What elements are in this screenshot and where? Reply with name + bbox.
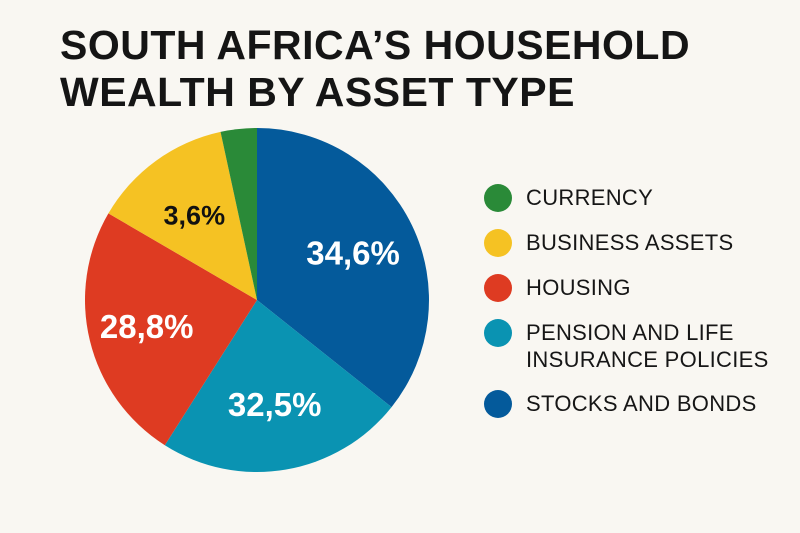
legend-label: BUSINESS ASSETS bbox=[526, 229, 733, 256]
slice-data-label: 28,8% bbox=[100, 308, 194, 345]
legend-label: HOUSING bbox=[526, 274, 631, 301]
legend-label-line: HOUSING bbox=[526, 275, 631, 300]
chart-title-line-2: WEALTH BY ASSET TYPE bbox=[60, 69, 575, 115]
slice-data-label: 34,6% bbox=[306, 235, 400, 272]
pie-slice-stocks-and-bonds bbox=[257, 128, 430, 408]
slice-data-label: 32,5% bbox=[228, 386, 322, 423]
legend-label-line: CURRENCY bbox=[526, 185, 654, 210]
legend-swatch-icon bbox=[484, 274, 512, 302]
legend-label: STOCKS AND BONDS bbox=[526, 390, 757, 417]
legend-label-line: INSURANCE POLICIES bbox=[526, 347, 769, 372]
legend-item: CURRENCY bbox=[484, 184, 769, 212]
legend-item: HOUSING bbox=[484, 274, 769, 302]
legend-label: PENSION AND LIFE INSURANCE POLICIES bbox=[526, 319, 769, 373]
chart-title-line-1: SOUTH AFRICA’S HOUSEHOLD bbox=[60, 22, 691, 68]
legend-item: BUSINESS ASSETS bbox=[484, 229, 769, 257]
chart-title: SOUTH AFRICA’S HOUSEHOLD WEALTH BY ASSET… bbox=[60, 22, 700, 116]
legend-swatch-icon bbox=[484, 229, 512, 257]
legend-item: PENSION AND LIFE INSURANCE POLICIES bbox=[484, 319, 769, 373]
legend-swatch-icon bbox=[484, 390, 512, 418]
legend-swatch-icon bbox=[484, 319, 512, 347]
pie-slice-currency bbox=[220, 128, 257, 300]
pie-slice-housing bbox=[85, 213, 257, 446]
legend: CURRENCY BUSINESS ASSETS HOUSING PENSION AN… bbox=[484, 184, 769, 435]
legend-label-line: STOCKS AND BONDS bbox=[526, 391, 757, 416]
legend-label-line: PENSION AND LIFE bbox=[526, 320, 734, 345]
legend-label: CURRENCY bbox=[526, 184, 653, 211]
pie-slice-pension-and-life-insurance-policies bbox=[164, 300, 392, 473]
legend-label-line: BUSINESS ASSETS bbox=[526, 230, 734, 255]
slice-data-label: 3,6% bbox=[164, 201, 226, 231]
legend-swatch-icon bbox=[484, 184, 512, 212]
legend-item: STOCKS AND BONDS bbox=[484, 390, 769, 418]
pie-slice-business-assets bbox=[108, 131, 257, 300]
